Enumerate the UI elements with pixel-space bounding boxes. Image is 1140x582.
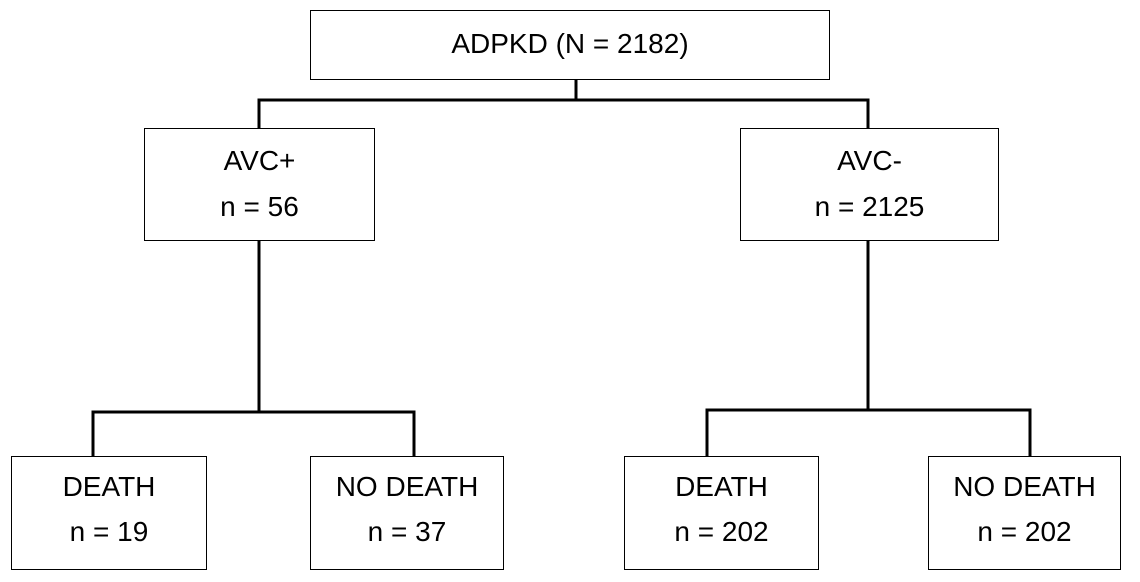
avc-positive-death-node: DEATH n = 19 — [11, 456, 207, 570]
avc-negative-no-death-count: n = 202 — [977, 516, 1072, 547]
avc-positive-death-label: DEATH — [62, 471, 156, 502]
avc-positive-label: AVC+ — [223, 145, 296, 176]
avc-negative-no-death-label: NO DEATH — [953, 471, 1096, 502]
avc-positive-node: AVC+ n = 56 — [144, 128, 375, 241]
avc-positive-death-count: n = 19 — [69, 516, 149, 547]
avc-negative-death-label: DEATH — [675, 471, 768, 502]
avc-positive-no-death-label: NO DEATH — [335, 471, 479, 502]
avc-positive-no-death-count: n = 37 — [367, 516, 447, 547]
avc-positive-no-death-node: NO DEATH n = 37 — [310, 456, 504, 570]
root-node-adpkd: ADPKD (N = 2182) — [310, 10, 830, 80]
avc-negative-no-death-node: NO DEATH n = 202 — [928, 456, 1121, 570]
avc-negative-death-node: DEATH n = 202 — [624, 456, 819, 570]
avc-negative-label: AVC- — [837, 145, 902, 176]
avc-negative-count: n = 2125 — [814, 191, 925, 222]
avc-negative-death-count: n = 202 — [674, 516, 769, 547]
avc-negative-node: AVC- n = 2125 — [740, 128, 999, 241]
root-node-label: ADPKD (N = 2182) — [451, 28, 689, 59]
avc-positive-count: n = 56 — [220, 191, 299, 222]
